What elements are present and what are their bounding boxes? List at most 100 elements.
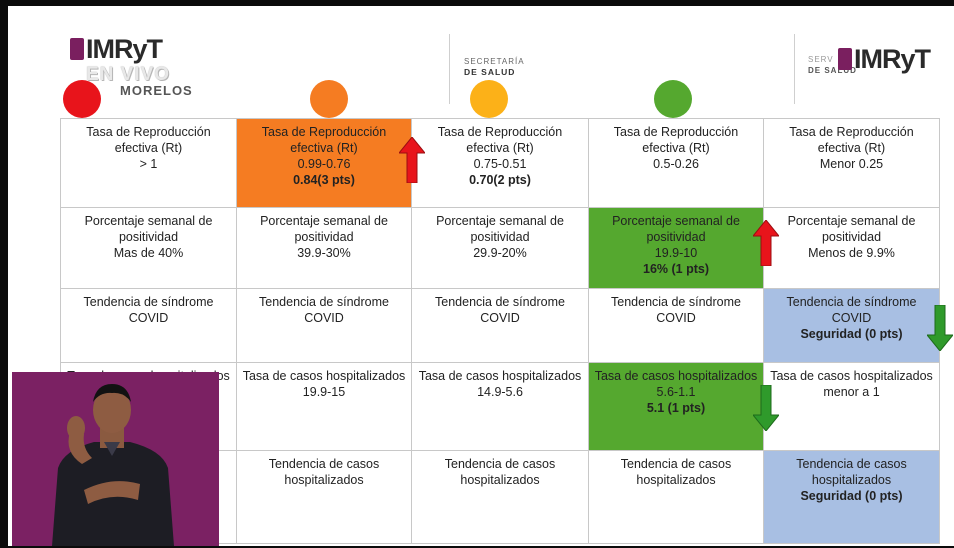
- cell-text: hospitalizados: [284, 473, 364, 487]
- table-cell: Tendencia de síndrome COVID: [61, 289, 237, 363]
- table-cell: Porcentaje semanal de positividad 19.9-10 1…: [589, 208, 781, 289]
- cell-text: hospitalizados: [811, 473, 892, 487]
- cell-text: hospitalizados: [636, 473, 716, 487]
- cell-text: efectiva (Rt): [817, 141, 886, 155]
- cell-score: Seguridad (0 pts): [800, 489, 903, 503]
- cell-text: menor a 1: [823, 385, 880, 399]
- up-arrow-red-icon: [751, 219, 781, 270]
- imryt-mark-icon: [70, 38, 84, 60]
- header-divider-right: [794, 34, 795, 104]
- sign-language-interpreter: [12, 372, 219, 546]
- cell-text: 5.6-1.1: [656, 385, 696, 399]
- imryt-logo-left: IMRyT: [70, 34, 163, 65]
- table-cell: Tasa de casos hospitalizados 14.9-5.6: [412, 363, 589, 451]
- cell-text: 0.99-0.76: [297, 157, 351, 171]
- cell-text: Tendencia de síndrome: [786, 295, 917, 309]
- cell-text: COVID: [831, 311, 872, 325]
- cell-text: Tasa de Reproducción: [437, 125, 563, 139]
- table-cell: Tasa de Reproducción efectiva (Rt) > 1: [61, 119, 237, 208]
- table-cell: Tasa de Reproducción efectiva (Rt) 0.99-0.…: [237, 119, 427, 208]
- semaforo-yellow-dot: [470, 80, 508, 118]
- cell-text: 19.9-10: [654, 246, 698, 260]
- cell-text: Porcentaje semanal de: [260, 214, 388, 228]
- servicios-salud-logo: SERV DE SALUD: [808, 55, 857, 75]
- table-cell: Tasa de casos hospitalizados 5.6-1.1 5.1 (…: [589, 363, 781, 451]
- cell-score: Seguridad (0 pts): [800, 327, 903, 341]
- table-cell: Porcentaje semanal de positividad Mas de 4…: [61, 208, 237, 289]
- cell-text: Tasa de casos hospitalizados: [770, 369, 933, 383]
- cell-text: > 1: [139, 157, 158, 171]
- cell-text: Tendencia de casos: [444, 457, 556, 471]
- table-cell: Tendencia de casos hospitalizados: [412, 451, 589, 544]
- cell-text: COVID: [128, 311, 169, 325]
- cell-text: 19.9-15: [302, 385, 346, 399]
- cell-text: Porcentaje semanal de: [787, 214, 916, 228]
- cell-text: positividad: [821, 230, 882, 244]
- cell-text: positividad: [646, 230, 706, 244]
- cell-text: 14.9-5.6: [477, 385, 523, 399]
- table-cell: Tendencia de síndrome COVID Seguridad (0 p…: [764, 289, 954, 363]
- cell-text: Porcentaje semanal de: [84, 214, 213, 228]
- cell-text: Tasa de Reproducción: [613, 125, 739, 139]
- cell-text: Tendencia de síndrome: [83, 295, 214, 309]
- semaforo-orange-dot: [310, 80, 348, 118]
- table-cell: Tendencia de síndrome COVID: [412, 289, 589, 363]
- table-cell: Tendencia de casos hospitalizados Segurida…: [764, 451, 940, 544]
- cell-text: efectiva (Rt): [466, 141, 534, 155]
- cell-text: hospitalizados: [460, 473, 540, 487]
- table-cell: Tasa de Reproducción efectiva (Rt) Menor 0…: [764, 119, 940, 208]
- cell-score: 0.70(2 pts): [469, 173, 531, 187]
- cell-text: Tendencia de síndrome: [259, 295, 389, 309]
- table-cell: Tendencia de casos hospitalizados: [237, 451, 412, 544]
- table-cell: Tendencia de casos hospitalizados: [589, 451, 764, 544]
- cell-text: positividad: [118, 230, 179, 244]
- cell-text: Tasa de casos hospitalizados: [242, 369, 406, 383]
- cell-text: efectiva (Rt): [290, 141, 358, 155]
- table-cell: Tendencia de síndrome COVID: [589, 289, 764, 363]
- cell-score: 16% (1 pts): [643, 262, 709, 276]
- table-cell: Porcentaje semanal de positividad 39.9-30%: [237, 208, 412, 289]
- cell-text: Tendencia de síndrome: [611, 295, 741, 309]
- down-arrow-green-icon: [751, 384, 781, 435]
- cell-text: Porcentaje semanal de: [436, 214, 564, 228]
- table-cell: Tasa de Reproducción efectiva (Rt) 0.5-0.2…: [589, 119, 764, 208]
- cell-text: efectiva (Rt): [114, 141, 183, 155]
- secretaria-salud-logo: SECRETARÍA DE SALUD: [464, 57, 525, 77]
- live-label: EN VIVO: [86, 64, 171, 85]
- cell-text: Mas de 40%: [113, 246, 184, 260]
- semaforo-green-dot: [654, 80, 692, 118]
- cell-text: 39.9-30%: [297, 246, 351, 260]
- cell-text: positividad: [294, 230, 354, 244]
- cell-text: Tasa de Reproducción: [261, 125, 387, 139]
- cell-text: Porcentaje semanal de: [612, 214, 740, 228]
- interpreter-figure: [52, 384, 174, 546]
- cell-score: 0.84(3 pts): [293, 173, 355, 187]
- header-divider: [449, 34, 450, 104]
- cell-text: 0.75-0.51: [473, 157, 527, 171]
- cell-score: 5.1 (1 pts): [646, 401, 706, 415]
- cell-text: Tendencia de casos: [620, 457, 732, 471]
- cell-text: Tasa de casos hospitalizados: [594, 369, 758, 383]
- cell-text: efectiva (Rt): [642, 141, 710, 155]
- table-cell: Tendencia de síndrome COVID: [237, 289, 412, 363]
- cell-text: Tasa de casos hospitalizados: [418, 369, 582, 383]
- imryt-logo-right: IMRyT: [838, 44, 931, 75]
- down-arrow-green-icon: [925, 304, 954, 355]
- cell-text: Tendencia de casos: [796, 457, 907, 471]
- presentation-slide: IMRyT EN VIVO MORELOS SECRETARÍA DE SALUD…: [8, 6, 954, 546]
- table-cell: Tasa de Reproducción efectiva (Rt) 0.75-0.…: [412, 119, 589, 208]
- table-cell: Tasa de casos hospitalizados menor a 1: [764, 363, 940, 451]
- cell-text: Tendencia de síndrome: [435, 295, 565, 309]
- cell-text: Menor 0.25: [819, 157, 884, 171]
- cell-text: Menos de 9.9%: [808, 246, 895, 260]
- cell-text: Tendencia de casos: [268, 457, 380, 471]
- table-cell: Porcentaje semanal de positividad Menos de…: [764, 208, 940, 289]
- up-arrow-red-icon: [397, 136, 427, 187]
- cell-text: 29.9-20%: [473, 246, 527, 260]
- cell-text: positividad: [470, 230, 530, 244]
- cell-text: COVID: [304, 311, 344, 325]
- imryt-mark-icon: [838, 48, 852, 70]
- table-cell: Porcentaje semanal de positividad 29.9-20%: [412, 208, 589, 289]
- state-label: MORELOS: [120, 83, 193, 98]
- cell-text: COVID: [480, 311, 520, 325]
